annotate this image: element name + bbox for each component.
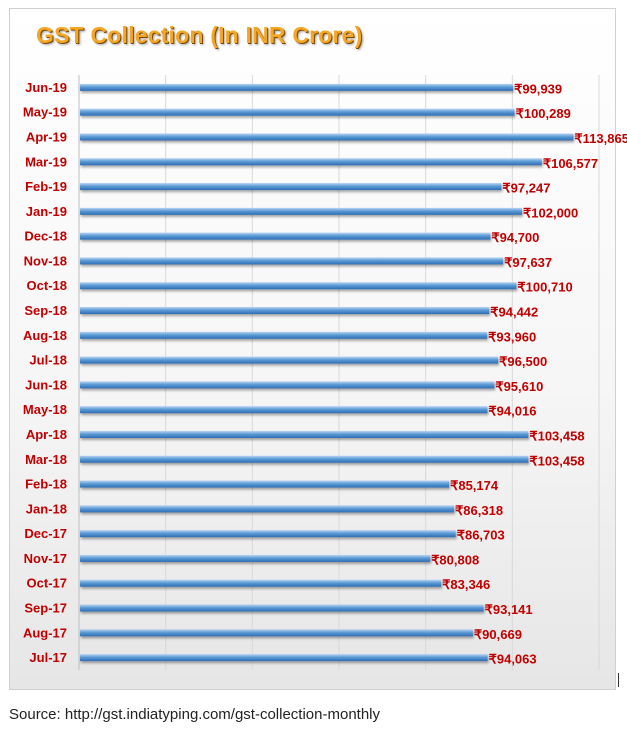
data-label: ₹94,016 [488, 404, 536, 419]
data-label: ₹103,458 [529, 453, 584, 468]
data-label: ₹97,247 [502, 181, 550, 196]
category-label: Nov-17 [24, 551, 67, 566]
bar [80, 381, 495, 389]
category-label: Sep-17 [24, 601, 67, 616]
category-label: Mar-18 [25, 452, 67, 467]
chart-title: GST Collection (In INR Crore) [36, 22, 363, 48]
bar [80, 307, 490, 315]
category-label: May-18 [23, 402, 67, 417]
bar [80, 505, 455, 513]
data-label: ₹93,960 [488, 329, 536, 344]
data-label: ₹80,808 [431, 552, 479, 567]
data-label: ₹93,141 [485, 602, 533, 617]
category-label: Nov-18 [24, 253, 67, 268]
bar [80, 282, 517, 290]
bar [80, 554, 431, 562]
data-label: ₹96,500 [499, 354, 547, 369]
bar [80, 257, 504, 265]
bar [80, 406, 488, 414]
category-label: Jun-18 [25, 377, 67, 392]
bar [80, 579, 442, 587]
gridlines [78, 75, 600, 670]
data-label: ₹94,442 [490, 305, 538, 320]
category-label: Jan-19 [26, 204, 67, 219]
category-label: Oct-18 [27, 278, 67, 293]
bar [80, 629, 473, 637]
category-label: Feb-19 [25, 179, 67, 194]
category-label: Jan-18 [26, 501, 67, 516]
data-label: ₹83,346 [442, 577, 490, 592]
bar [80, 83, 514, 91]
bar [80, 331, 488, 339]
bar [80, 133, 574, 141]
data-label: ₹106,577 [543, 156, 598, 171]
bar [80, 455, 529, 463]
category-label: Dec-17 [24, 526, 67, 541]
data-label: ₹113,865 [574, 131, 627, 146]
data-label: ₹95,610 [495, 379, 543, 394]
category-label: Jul-18 [29, 353, 67, 368]
bar [80, 480, 450, 488]
text-cursor [618, 673, 619, 687]
category-label: Aug-18 [23, 328, 67, 343]
category-label: Dec-18 [24, 229, 67, 244]
data-label: ₹99,939 [514, 81, 562, 96]
bar [80, 183, 502, 191]
source-note: Source: http://gst.indiatyping.com/gst-c… [9, 706, 381, 723]
bar [80, 158, 542, 166]
category-label: Jun-19 [25, 80, 67, 95]
chart-frame [9, 8, 616, 690]
data-label: ₹94,063 [489, 652, 537, 667]
bar [80, 108, 515, 116]
bar [80, 530, 456, 538]
bar [80, 604, 484, 612]
bar [80, 654, 488, 662]
bar-chart: Jun-19 ₹99,939 May-19 ₹100,289 Apr-19 ₹113,86… [23, 75, 627, 670]
category-label: Mar-19 [25, 154, 67, 169]
data-label: ₹86,703 [457, 528, 505, 543]
category-label: Jul-17 [29, 650, 67, 665]
category-label: Sep-18 [24, 303, 67, 318]
category-label: Apr-18 [26, 427, 67, 442]
category-label: May-19 [23, 105, 67, 120]
data-label: ₹85,174 [450, 478, 499, 493]
data-label: ₹86,318 [455, 503, 503, 518]
data-label: ₹94,700 [491, 230, 539, 245]
bars [80, 83, 574, 662]
data-label: ₹103,458 [529, 428, 584, 443]
bar [80, 232, 491, 240]
bar [80, 430, 529, 438]
data-label: ₹102,000 [523, 205, 578, 220]
category-label: Aug-17 [23, 625, 67, 640]
category-label: Feb-18 [25, 477, 67, 492]
bar [80, 207, 522, 215]
labels: Jun-19 ₹99,939 May-19 ₹100,289 Apr-19 ₹113,86… [23, 80, 627, 667]
data-label: ₹100,710 [517, 280, 572, 295]
data-label: ₹90,669 [474, 627, 522, 642]
category-label: Apr-19 [26, 129, 67, 144]
category-label: Oct-17 [27, 576, 67, 591]
data-label: ₹100,289 [516, 106, 571, 121]
bar [80, 356, 499, 364]
data-label: ₹97,637 [504, 255, 552, 270]
